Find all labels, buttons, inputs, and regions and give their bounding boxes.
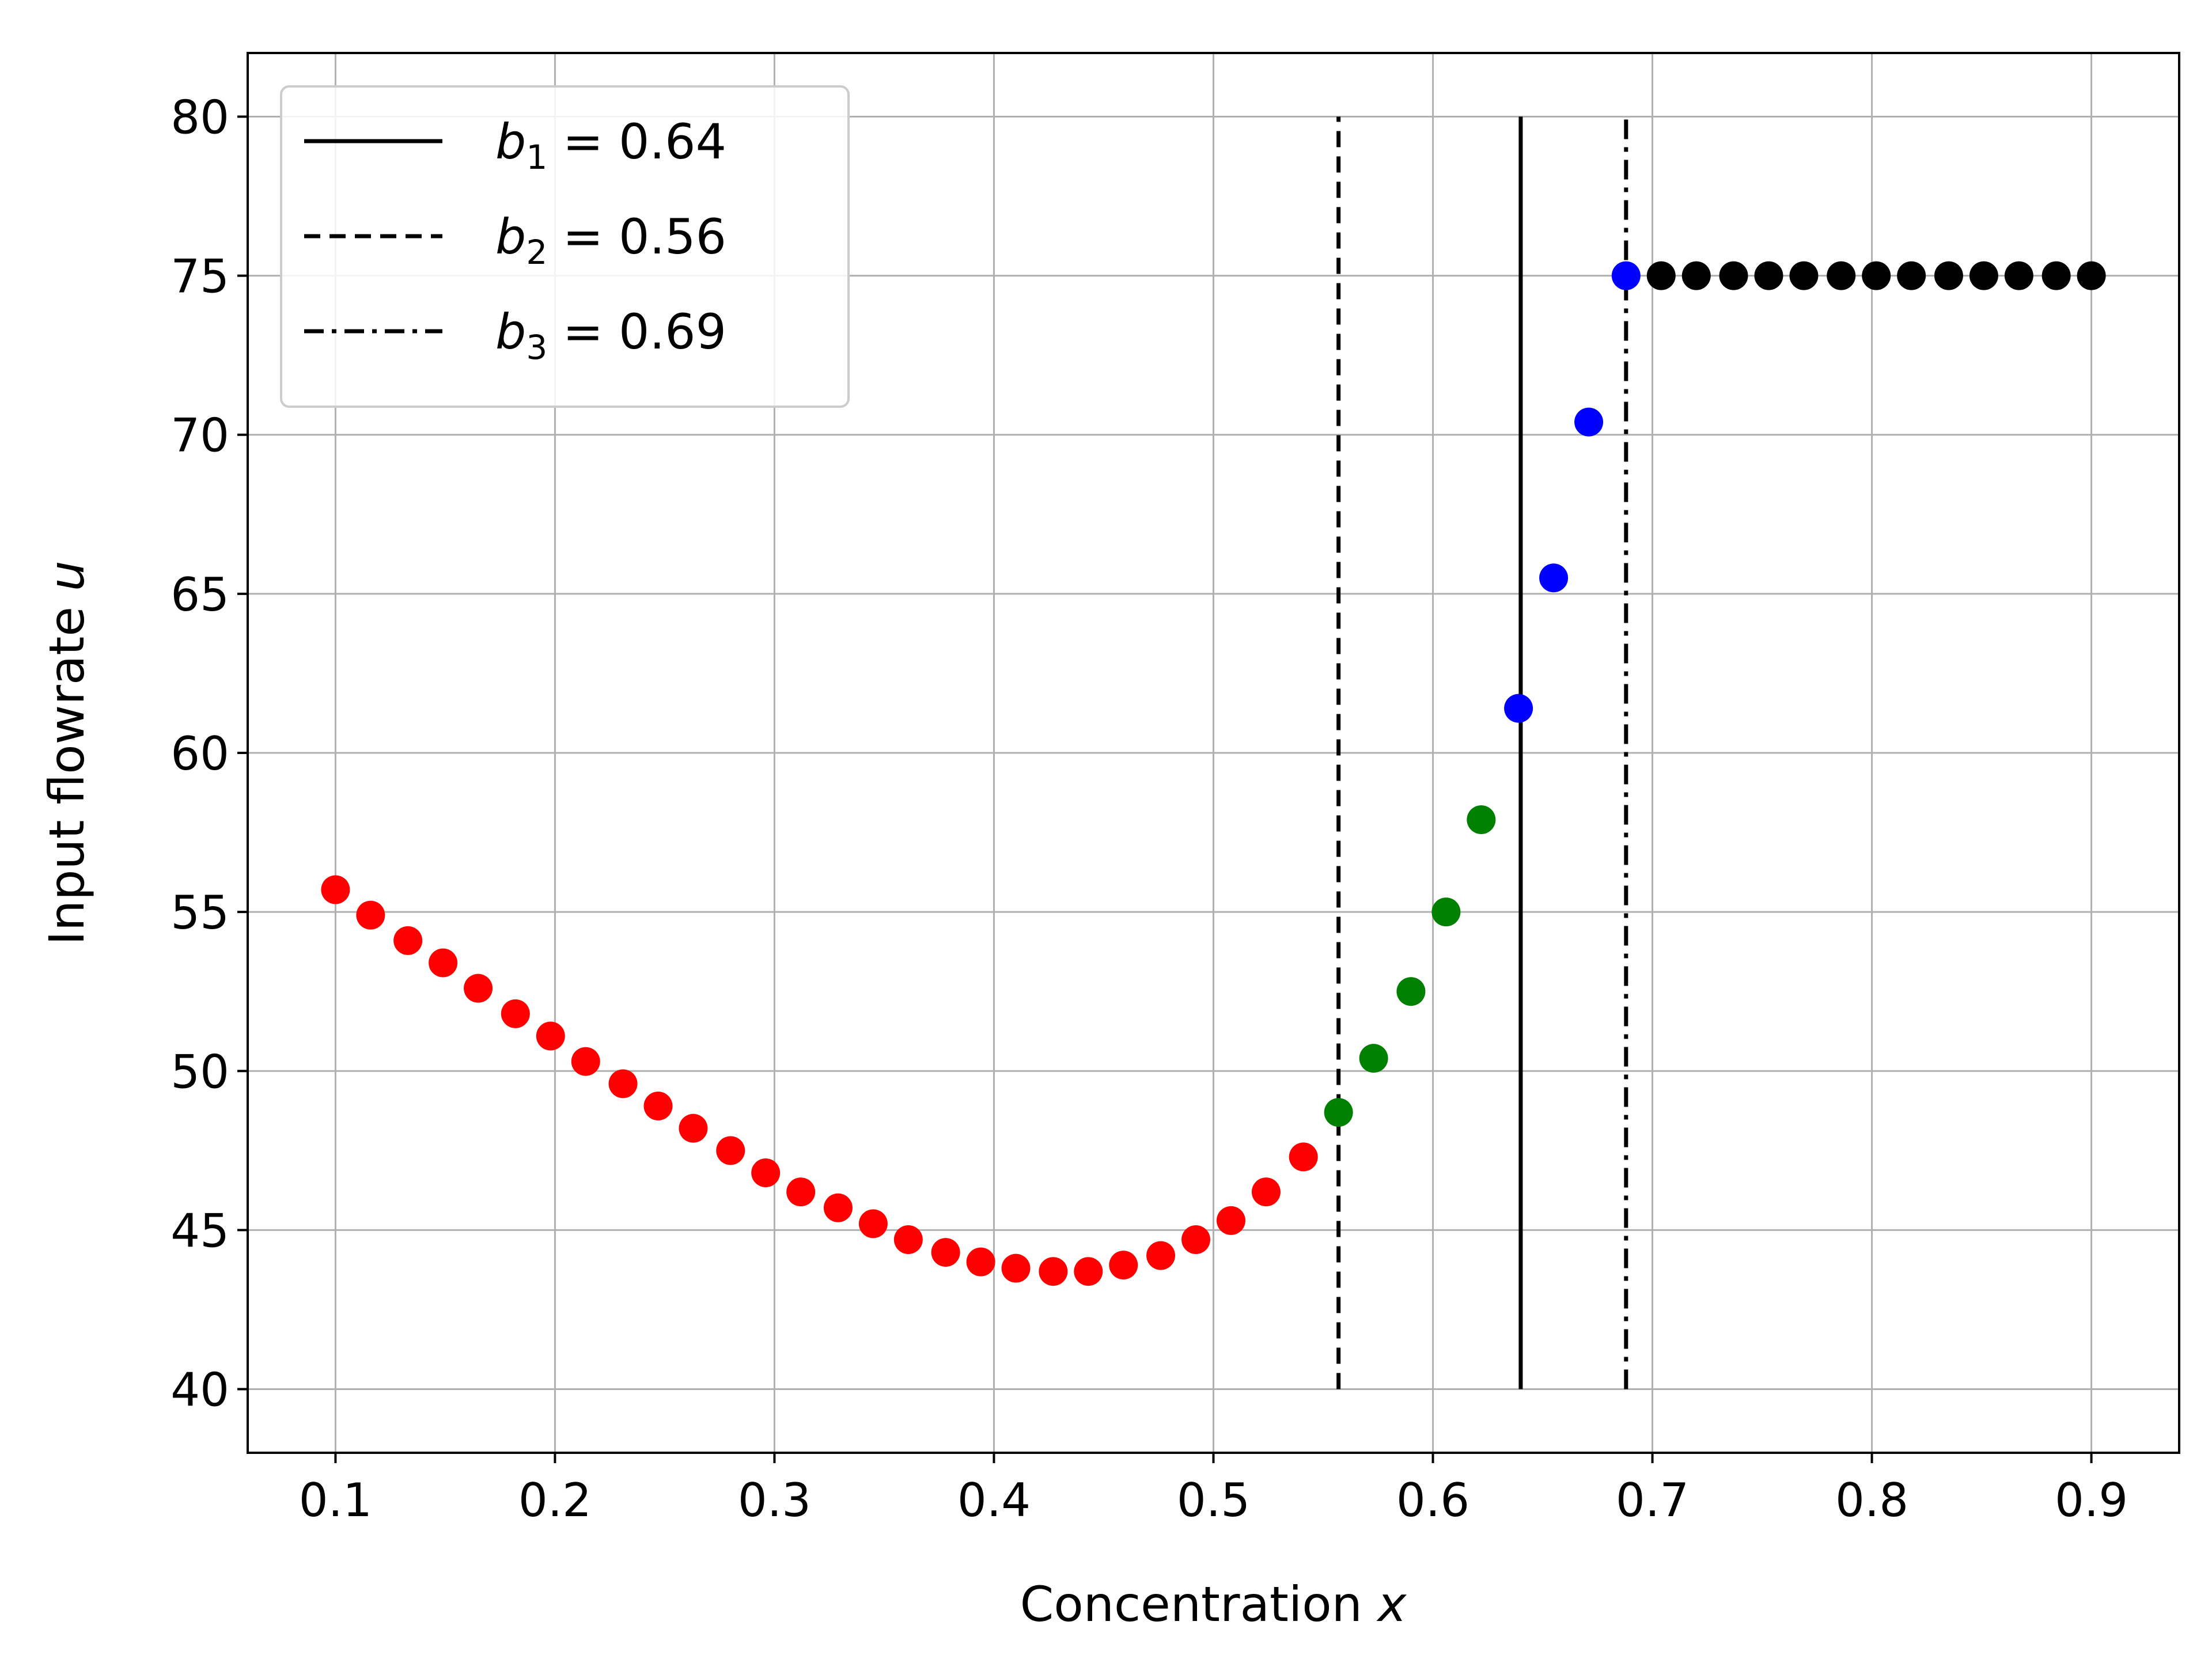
data-point: [1181, 1225, 1211, 1254]
boundary-lines: [1336, 116, 1628, 1389]
data-point: [1289, 1142, 1318, 1172]
y-tick-label: 40: [171, 1363, 229, 1417]
y-tick-label: 45: [171, 1204, 229, 1257]
data-point: [1504, 694, 1533, 723]
data-point: [536, 1021, 565, 1051]
data-point: [1146, 1241, 1176, 1270]
x-tick-label: 0.7: [1616, 1474, 1689, 1527]
data-point: [501, 999, 530, 1028]
data-point: [893, 1225, 923, 1254]
data-point: [1216, 1206, 1245, 1235]
data-point: [716, 1136, 745, 1165]
data-point: [1897, 261, 1926, 290]
x-tick-label: 0.5: [1177, 1474, 1250, 1527]
data-point: [1109, 1251, 1138, 1280]
data-point: [1001, 1253, 1031, 1283]
y-tick-label: 80: [171, 90, 229, 144]
data-point: [1611, 261, 1641, 290]
data-point: [1969, 261, 1998, 290]
legend-label-b3: b3 = 0.69: [495, 304, 726, 367]
x-tick-label: 0.4: [957, 1474, 1031, 1527]
y-tick-label: 65: [171, 568, 229, 622]
x-tick-label: 0.3: [738, 1474, 811, 1527]
x-axis-label: Concentration x: [1020, 1576, 1407, 1633]
data-point: [1827, 261, 1856, 290]
legend-box: [280, 85, 850, 408]
grid: [248, 53, 2179, 1453]
data-points: [321, 261, 2106, 1286]
data-point: [1039, 1257, 1068, 1286]
data-point: [1754, 261, 1783, 290]
data-point: [1862, 261, 1891, 290]
legend-label-b1: b1 = 0.64: [495, 113, 726, 177]
y-tick-label: 75: [171, 250, 229, 304]
data-point: [464, 974, 493, 1003]
data-point: [966, 1247, 995, 1277]
data-point: [786, 1177, 816, 1207]
data-point: [1681, 261, 1711, 290]
data-point: [1934, 261, 1963, 290]
data-point: [858, 1209, 888, 1238]
data-point: [1251, 1177, 1281, 1207]
data-point: [1467, 805, 1496, 834]
x-tick-label: 0.8: [1835, 1474, 1908, 1527]
axis-ticks: 0.1 0.2 0.3 0.4 0.5 0.6 0.7 0.8 0.9 40 45 50 55 60 65 7…: [171, 90, 2128, 1527]
y-tick-label: 70: [171, 409, 229, 463]
y-axis-label: Input flowrate u: [39, 560, 95, 945]
y-tick-label: 50: [171, 1045, 229, 1099]
data-point: [643, 1092, 673, 1121]
x-tick-label: 0.9: [2055, 1474, 2128, 1527]
data-point: [2077, 261, 2106, 290]
data-point: [1539, 563, 1569, 593]
data-point: [1719, 261, 1748, 290]
y-tick-label: 55: [171, 886, 229, 940]
data-point: [571, 1047, 600, 1076]
data-point: [321, 875, 350, 904]
data-point: [1431, 897, 1461, 927]
data-point: [1574, 407, 1604, 437]
data-point: [679, 1113, 708, 1143]
data-point: [2004, 261, 2033, 290]
data-point: [1396, 977, 1426, 1006]
data-point: [1646, 261, 1676, 290]
y-tick-label: 60: [171, 727, 229, 781]
x-tick-label: 0.2: [518, 1474, 592, 1527]
x-tick-label: 0.6: [1396, 1474, 1469, 1527]
data-point: [429, 948, 458, 978]
x-tick-label: 0.1: [299, 1474, 372, 1527]
data-point: [1789, 261, 1819, 290]
data-point: [608, 1069, 638, 1099]
data-point: [751, 1158, 781, 1187]
data-point: [1074, 1257, 1103, 1286]
data-point: [931, 1238, 960, 1267]
data-point: [1324, 1098, 1353, 1127]
data-point: [2041, 261, 2071, 290]
data-point: [356, 900, 385, 930]
data-point: [393, 926, 423, 955]
data-point: [823, 1193, 853, 1222]
legend-label-b2: b2 = 0.56: [495, 209, 726, 272]
legend: b1 = 0.64 b2 = 0.56 b3 = 0.69: [280, 85, 850, 408]
data-point: [1359, 1044, 1388, 1073]
